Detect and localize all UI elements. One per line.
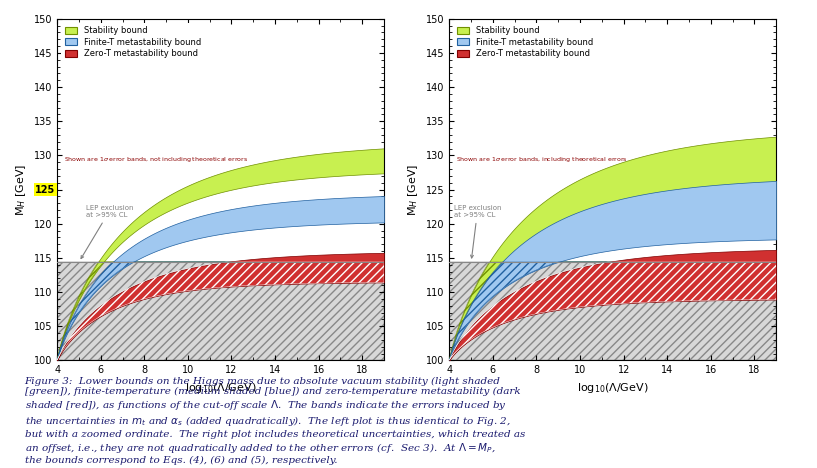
Y-axis label: M$_H$ [GeV]: M$_H$ [GeV] bbox=[15, 163, 28, 216]
X-axis label: log$_{10}$($\Lambda$/GeV): log$_{10}$($\Lambda$/GeV) bbox=[577, 381, 649, 395]
Text: Shown are 1$\sigma$ error bands, not including theoretical errors: Shown are 1$\sigma$ error bands, not inc… bbox=[64, 155, 248, 164]
Y-axis label: M$_H$ [GeV]: M$_H$ [GeV] bbox=[407, 163, 420, 216]
X-axis label: log$_{10}$($\Lambda$/GeV): log$_{10}$($\Lambda$/GeV) bbox=[185, 381, 257, 395]
Text: 125: 125 bbox=[35, 184, 56, 195]
Text: LEP exclusion
at >95% CL: LEP exclusion at >95% CL bbox=[81, 205, 133, 258]
Text: Figure 3:  Lower bounds on the Higgs mass due to absolute vacuum stability (ligh: Figure 3: Lower bounds on the Higgs mass… bbox=[25, 377, 525, 465]
Legend: Stability bound, Finite-T metastability bound, Zero-T metastability bound: Stability bound, Finite-T metastability … bbox=[61, 23, 204, 62]
Legend: Stability bound, Finite-T metastability bound, Zero-T metastability bound: Stability bound, Finite-T metastability … bbox=[453, 23, 596, 62]
Text: Shown are 1$\sigma$ error bands, including theoretical errors: Shown are 1$\sigma$ error bands, includi… bbox=[456, 155, 627, 164]
Text: LEP exclusion
at >95% CL: LEP exclusion at >95% CL bbox=[453, 205, 501, 258]
